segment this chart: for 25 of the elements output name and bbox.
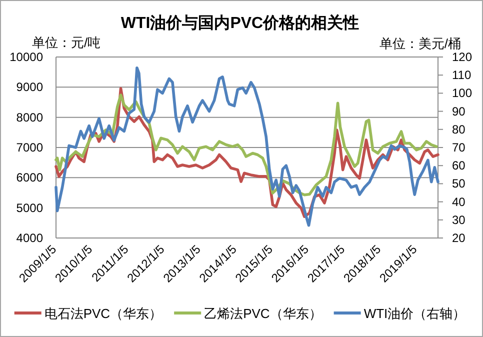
y2-axis-title: 单位：美元/桶 [379,36,461,51]
y-tick-label: 5000 [16,200,44,215]
line-series [54,66,440,227]
y-tick-label: 9000 [16,80,44,94]
y2-tick-label: 100 [452,86,472,100]
y2-tick-label: 110 [452,68,472,82]
chart-title: WTI油价与国内PVC价格的相关性 [120,14,360,32]
y-tick-label: 6000 [16,170,44,185]
y2-tick-label: 30 [452,212,466,227]
y2-tick-label: 20 [452,231,466,245]
y-tick-label: 4000 [16,231,44,245]
y2-tick-label: 90 [452,104,466,118]
y-axis-title: 单位：元/吨 [32,35,101,50]
y-tick-label: 10000 [10,50,44,64]
legend-label: 电石法PVC（华东） [44,306,162,321]
legend-label: WTI油价（右轴） [364,306,466,321]
y2-tick-label: 80 [452,122,466,136]
y2-tick-label: 40 [452,194,466,209]
y2-tick-label: 50 [452,176,466,191]
y2-tick-label: 70 [452,140,466,154]
y-tick-label: 7000 [16,140,44,154]
legend-label: 乙烯法PVC（华东） [204,306,322,321]
y2-tick-label: 120 [452,50,472,64]
y-tick-label: 8000 [16,110,44,124]
y2-tick-label: 60 [452,158,466,173]
